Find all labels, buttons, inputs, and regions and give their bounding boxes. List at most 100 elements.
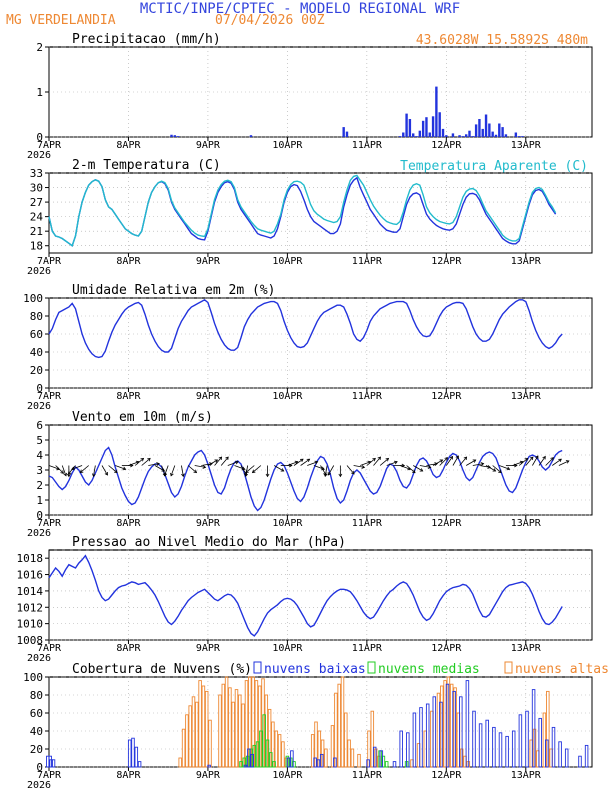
wind-arrow xyxy=(214,456,222,466)
wind-arrow-head xyxy=(323,473,328,478)
wind-arrow xyxy=(108,465,118,473)
cloud-ytick-label: 80 xyxy=(30,689,43,702)
wind-arrow xyxy=(432,459,443,466)
cloud-bar-low xyxy=(452,690,456,768)
cloud-bar-low xyxy=(366,759,370,768)
wind-arrow-head xyxy=(480,462,485,466)
precip-bar xyxy=(415,136,418,137)
rh-ytick-label: 20 xyxy=(30,364,43,377)
temp-xtick-label: 13APR xyxy=(511,256,542,267)
wind-arrow-head xyxy=(280,468,285,472)
wind-arrow xyxy=(558,460,570,466)
precip-bar xyxy=(491,131,494,137)
cloud-xtick-label: 13APR xyxy=(511,770,542,781)
pres-xtick-label: 8APR xyxy=(116,643,141,654)
wind-arrow-head xyxy=(411,469,416,474)
cloud-bar-mid xyxy=(272,761,276,768)
precip-bar xyxy=(438,112,441,137)
wind-xtick-label: 7APR xyxy=(37,518,62,529)
cloud-bar-low xyxy=(478,723,483,768)
wind-arrow-head xyxy=(550,457,554,461)
wind-ytick-label: 6 xyxy=(36,419,43,432)
chart-title: MCTIC/INPE/CPTEC - MODELO REGIONAL WRF xyxy=(140,1,460,17)
precip-bar xyxy=(451,133,455,137)
cloud-bar-mid xyxy=(292,761,296,768)
wind-arrow xyxy=(220,456,229,466)
precip-xtick-label: 7APR xyxy=(37,140,62,151)
cloud-bar-low xyxy=(250,753,254,768)
cloud-bar-high xyxy=(181,728,186,768)
wind-arrow xyxy=(552,458,562,466)
cloud-bar-low xyxy=(545,739,549,768)
cloud-bar-low xyxy=(465,680,470,768)
cloud-bar-mid xyxy=(269,752,273,768)
precip-ytick-label: 0 xyxy=(36,131,43,144)
precip-bar xyxy=(474,124,478,137)
wind-arrow-head xyxy=(351,470,355,475)
wind-arrow-head xyxy=(163,472,168,477)
wind-arrow xyxy=(373,456,381,466)
wind-arrow xyxy=(252,465,262,473)
pres-ytick-label: 1008 xyxy=(17,634,44,647)
wind-arrow xyxy=(386,461,398,466)
wind-ytick-label: 3 xyxy=(36,464,43,477)
cloud-bar-high xyxy=(185,714,189,768)
cloud-bar-high xyxy=(277,734,282,768)
wind-arrow xyxy=(452,455,459,466)
cloud-bar-low xyxy=(48,755,52,768)
precip-bar xyxy=(249,135,253,137)
cloud-bar-low xyxy=(538,717,542,768)
cloud-bar-low xyxy=(511,730,516,768)
wind-arrow-head xyxy=(265,473,270,478)
wind-frame xyxy=(48,424,593,516)
wind-arrow-head xyxy=(104,472,108,476)
rh-ytick-label: 40 xyxy=(30,346,43,359)
temp-xtick-label: 11APR xyxy=(352,256,383,267)
wind-arrow xyxy=(445,456,453,466)
precip-bar xyxy=(342,127,345,137)
wind-arrow-head xyxy=(245,469,249,474)
wind-arrow xyxy=(512,461,524,466)
wind-ytick-label: 1 xyxy=(36,494,43,507)
precip-bar xyxy=(481,128,484,137)
cloud-bar-low xyxy=(531,689,536,768)
wind-arrow-head xyxy=(385,457,390,462)
precip-bar xyxy=(402,132,405,137)
wind-arrow-head xyxy=(434,462,439,466)
cloud-bar-low xyxy=(372,746,377,768)
pres-ytick-label: 1010 xyxy=(17,618,44,631)
cloud-bar-mid xyxy=(384,761,389,768)
wind-xtick-label: 9APR xyxy=(196,518,221,529)
wind-arrow xyxy=(293,458,304,466)
wind-arrow-head xyxy=(71,466,75,471)
cloud-bar-high xyxy=(330,725,335,768)
cloud-bar-low xyxy=(425,703,430,768)
wind-arrow xyxy=(346,465,355,475)
precip-ytick-label: 2 xyxy=(36,41,43,54)
temp-ytick-label: 27 xyxy=(30,196,43,209)
cloud-legend-swatch xyxy=(253,661,262,674)
wind-arrow xyxy=(148,463,160,466)
cloud-bar-mid xyxy=(265,739,270,768)
cloud-legend-label: nuvens altas xyxy=(515,662,609,677)
wind-arrow xyxy=(141,458,151,466)
cloud-bar-low xyxy=(412,712,417,768)
precip-bar xyxy=(478,119,481,137)
temp-xtick-label: 9APR xyxy=(196,256,221,267)
wind-arrow-head xyxy=(463,456,468,461)
temp-legend: Temperatura Aparente (C) xyxy=(400,159,588,174)
wind-arrow-head xyxy=(327,472,332,476)
cloud-bar-high xyxy=(324,748,328,768)
wind-arrow xyxy=(419,465,431,468)
wind-arrow xyxy=(360,461,371,466)
cloud-bar-low xyxy=(313,757,317,768)
precip-bar xyxy=(441,128,445,137)
cloud-bar-low xyxy=(439,701,443,768)
wind-arrow-head xyxy=(372,457,376,462)
wind-arrow-head xyxy=(156,462,160,466)
temp-ytick-label: 24 xyxy=(30,211,44,224)
temp-xtick-label: 12APR xyxy=(431,256,462,267)
wind-arrow xyxy=(93,465,96,477)
temp-line-blue xyxy=(48,176,557,247)
